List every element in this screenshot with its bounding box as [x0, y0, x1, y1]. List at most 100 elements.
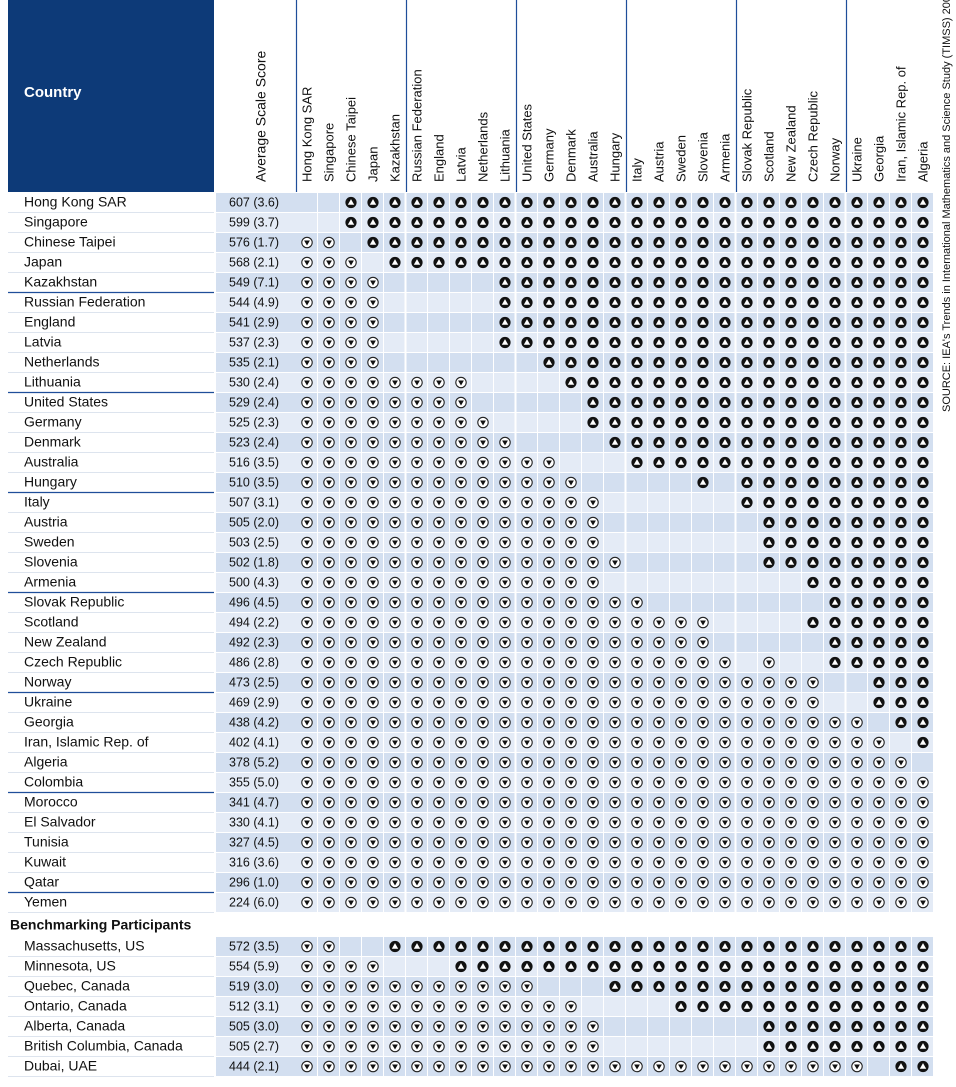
- lower-marker: [829, 896, 841, 909]
- marker-arrow: [326, 560, 332, 566]
- marker-arrow: [567, 943, 575, 949]
- lower-marker: [477, 676, 489, 689]
- marker-arrow: [831, 599, 839, 605]
- lower-marker: [807, 876, 819, 889]
- marker-arrow: [304, 580, 310, 586]
- marker-arrow: [480, 440, 486, 446]
- lower-marker: [323, 336, 335, 349]
- marker-arrow: [831, 943, 839, 949]
- higher-marker: [873, 980, 885, 993]
- marker-arrow: [633, 459, 641, 465]
- marker-arrow: [612, 1064, 618, 1070]
- column-label: England: [431, 134, 446, 182]
- marker-arrow: [853, 359, 861, 365]
- marker-arrow: [524, 900, 530, 906]
- lower-marker: [543, 576, 555, 589]
- marker-arrow: [853, 963, 861, 969]
- marker-arrow: [501, 219, 509, 225]
- lower-marker: [345, 256, 357, 269]
- lower-marker: [653, 896, 665, 909]
- lower-marker: [543, 496, 555, 509]
- higher-marker: [895, 716, 907, 729]
- column-label: Hong Kong SAR: [299, 87, 314, 182]
- marker-arrow: [458, 840, 464, 846]
- marker-arrow: [414, 900, 420, 906]
- marker-arrow: [634, 840, 640, 846]
- marker-arrow: [875, 963, 883, 969]
- marker-arrow: [678, 1064, 684, 1070]
- marker-arrow: [304, 540, 310, 546]
- marker-arrow: [853, 259, 861, 265]
- lower-marker: [543, 816, 555, 829]
- lower-marker: [323, 616, 335, 629]
- marker-arrow: [501, 279, 509, 285]
- marker-arrow: [326, 780, 332, 786]
- lower-marker: [631, 676, 643, 689]
- lower-marker: [455, 556, 467, 569]
- marker-arrow: [677, 219, 685, 225]
- lower-marker: [895, 856, 907, 869]
- higher-marker: [829, 356, 841, 369]
- marker-arrow: [897, 439, 905, 445]
- lower-marker: [433, 796, 445, 809]
- higher-marker: [917, 316, 929, 329]
- marker-arrow: [304, 820, 310, 826]
- marker-arrow: [722, 700, 728, 706]
- lower-marker: [455, 416, 467, 429]
- higher-marker: [873, 216, 885, 229]
- marker-arrow: [523, 319, 531, 325]
- lower-marker: [389, 516, 401, 529]
- lower-marker: [499, 796, 511, 809]
- lower-marker: [851, 836, 863, 849]
- marker-arrow: [414, 1064, 420, 1070]
- marker-arrow: [524, 800, 530, 806]
- marker-arrow: [831, 499, 839, 505]
- marker-arrow: [787, 239, 795, 245]
- marker-arrow: [721, 259, 729, 265]
- lower-marker: [543, 476, 555, 489]
- marker-arrow: [524, 620, 530, 626]
- lower-marker: [323, 476, 335, 489]
- marker-arrow: [655, 379, 663, 385]
- lower-marker: [301, 836, 313, 849]
- lower-marker: [631, 636, 643, 649]
- score: 316 (3.6): [229, 855, 279, 869]
- higher-marker: [543, 356, 555, 369]
- lower-marker: [389, 876, 401, 889]
- marker-arrow: [413, 219, 421, 225]
- marker-arrow: [590, 660, 596, 666]
- higher-marker: [587, 236, 599, 249]
- marker-arrow: [853, 1003, 861, 1009]
- marker-arrow: [479, 219, 487, 225]
- lower-marker: [301, 596, 313, 609]
- higher-marker: [829, 516, 841, 529]
- higher-marker: [455, 236, 467, 249]
- lower-marker: [389, 796, 401, 809]
- marker-arrow: [876, 900, 882, 906]
- higher-marker: [851, 596, 863, 609]
- lower-marker: [741, 836, 753, 849]
- marker-arrow: [545, 259, 553, 265]
- marker-arrow: [480, 720, 486, 726]
- marker-arrow: [590, 760, 596, 766]
- lower-marker: [301, 1000, 313, 1013]
- higher-marker: [785, 396, 797, 409]
- marker-arrow: [919, 659, 927, 665]
- marker-arrow: [832, 720, 838, 726]
- marker-arrow: [304, 640, 310, 646]
- marker-arrow: [348, 640, 354, 646]
- marker-arrow: [370, 820, 376, 826]
- marker-arrow: [458, 760, 464, 766]
- column-label: Austria: [651, 141, 666, 182]
- higher-marker: [653, 940, 665, 953]
- marker-arrow: [458, 380, 464, 386]
- lower-marker: [345, 496, 357, 509]
- higher-marker: [873, 496, 885, 509]
- lower-marker: [565, 636, 577, 649]
- lower-marker: [345, 376, 357, 389]
- marker-arrow: [809, 1043, 817, 1049]
- lower-marker: [609, 776, 621, 789]
- marker-arrow: [744, 780, 750, 786]
- higher-marker: [807, 396, 819, 409]
- marker-arrow: [853, 439, 861, 445]
